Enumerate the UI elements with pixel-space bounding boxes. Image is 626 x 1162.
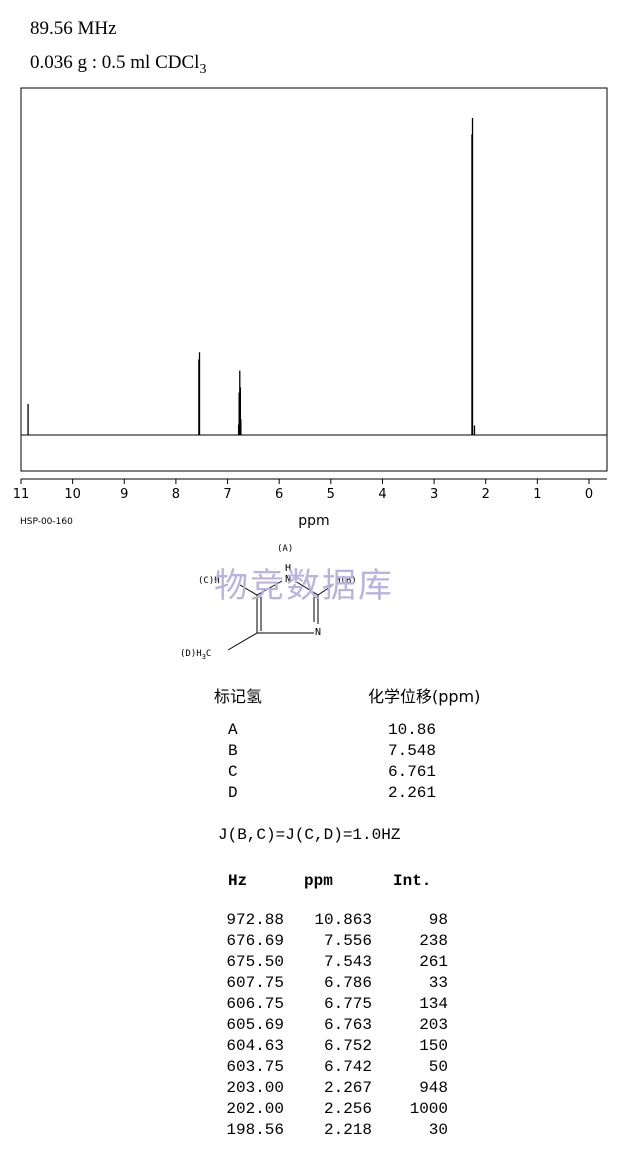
bond-c5-h <box>239 584 258 596</box>
peak-int: 203 <box>419 1016 448 1034</box>
spectrometer-frequency: 89.56 MHz <box>30 18 117 39</box>
peak-hz: 676.69 <box>226 932 284 950</box>
peak-table-header-ppm: ppm <box>304 872 333 890</box>
label-c: (C)H <box>198 576 220 586</box>
peak-ppm: 6.752 <box>323 1037 372 1055</box>
x-tick-label: 9 <box>120 487 128 502</box>
x-tick-label: 1 <box>533 487 541 502</box>
peak-hz: 203.00 <box>226 1079 284 1097</box>
peak-int: 238 <box>419 932 448 950</box>
x-axis-ticks: 11 10 9 8 7 6 5 4 3 2 1 0 <box>13 479 593 502</box>
x-tick-label: 11 <box>13 487 30 502</box>
molecule-structure: (A) H N (C)H H(B) N (D)H3C <box>180 544 357 661</box>
x-tick-label: 8 <box>172 487 180 502</box>
assignment-label: C <box>228 763 238 781</box>
peak-int: 30 <box>428 1121 448 1139</box>
peak-table-row: 606.75 6.775 134 <box>210 995 470 1016</box>
x-tick-label: 10 <box>64 487 81 502</box>
assignment-shift: 7.548 <box>387 742 436 760</box>
sample-text: 0.036 g : 0.5 ml CDCl <box>30 52 200 73</box>
peak-hz: 606.75 <box>226 995 284 1013</box>
peak-int: 1000 <box>409 1100 448 1118</box>
peak-table-row: 198.56 2.218 30 <box>210 1121 470 1142</box>
peak-ppm: 2.218 <box>323 1121 372 1139</box>
peak-int: 150 <box>419 1037 448 1055</box>
nh-nitrogen: N <box>285 574 291 585</box>
x-tick-label: 7 <box>223 487 231 502</box>
assignment-shift: 10.86 <box>387 721 436 739</box>
nmr-spectrum-chart: 11 10 9 8 7 6 5 4 3 2 1 0 ppm <box>13 87 608 529</box>
peak-table-row: 203.00 2.267 948 <box>210 1079 470 1100</box>
peak-ppm: 7.556 <box>323 932 372 950</box>
peak-hz: 198.56 <box>226 1121 284 1139</box>
peak-table-row: 676.69 7.556 238 <box>210 932 470 953</box>
bond-c2-h <box>317 584 334 596</box>
peak-int: 98 <box>428 911 448 929</box>
peak-hz: 607.75 <box>226 974 284 992</box>
assignment-label: A <box>228 721 238 739</box>
nh-hydrogen: H <box>285 563 291 574</box>
label-a: (A) <box>277 544 293 554</box>
assignment-shift: 2.261 <box>387 784 436 802</box>
peak-int: 261 <box>419 953 448 971</box>
peak-hz: 675.50 <box>226 953 284 971</box>
peak-hz: 604.63 <box>226 1037 284 1055</box>
sample-concentration: 0.036 g : 0.5 ml CDCl3 <box>30 52 206 78</box>
sample-subscript: 3 <box>199 61 207 77</box>
x-tick-label: 2 <box>482 487 490 502</box>
peak-ppm: 6.763 <box>323 1016 372 1034</box>
bond-n1-c2 <box>294 580 319 596</box>
peak-int: 50 <box>428 1058 448 1076</box>
plot-frame <box>20 87 608 472</box>
x-axis-label: ppm <box>298 513 329 529</box>
peak-int: 134 <box>419 995 448 1013</box>
peak-table-header-int: Int. <box>393 872 432 890</box>
assignment-label: D <box>228 784 238 802</box>
assignment-label: B <box>228 742 238 760</box>
ring-nitrogen: N <box>315 627 321 638</box>
watermark: 物竞数据库 <box>214 566 394 606</box>
x-tick-label: 4 <box>378 487 386 502</box>
peak-ppm: 7.543 <box>323 953 372 971</box>
assignment-shift: 6.761 <box>387 763 436 781</box>
label-d: (D)H3C <box>180 649 211 661</box>
peak-ppm: 6.786 <box>323 974 372 992</box>
peak-table-row: 603.75 6.742 50 <box>210 1058 470 1079</box>
label-b: H(B) <box>335 576 357 586</box>
x-tick-label: 0 <box>585 487 593 502</box>
x-tick-label: 5 <box>327 487 335 502</box>
peak-hz: 202.00 <box>226 1100 284 1118</box>
peak-layer <box>27 118 476 435</box>
peak-ppm: 2.256 <box>323 1100 372 1118</box>
bond-c4-methyl <box>227 632 258 651</box>
x-tick-label: 6 <box>275 487 283 502</box>
peak-hz: 972.88 <box>226 911 284 929</box>
spectrum-code: HSP-00-160 <box>20 517 73 527</box>
assignment-header-label: 标记氢 <box>214 687 263 706</box>
peak-ppm: 10.863 <box>314 911 372 929</box>
coupling-constant: J(B,C)=J(C,D)=1.0HZ <box>218 826 401 844</box>
peak-table-row: 605.69 6.763 203 <box>210 1016 470 1037</box>
assignment-header-shift: 化学位移(ppm) <box>368 687 481 706</box>
peak-table-header-hz: Hz <box>228 872 248 890</box>
bond-n1-c5 <box>256 580 283 596</box>
peak-table-row: 972.88 10.863 98 <box>210 911 470 932</box>
peak-ppm: 6.775 <box>323 995 372 1013</box>
peak-table-row: 604.63 6.752 150 <box>210 1037 470 1058</box>
peak-hz: 605.69 <box>226 1016 284 1034</box>
peak-int: 33 <box>428 974 448 992</box>
peak-table-row: 202.00 2.256 1000 <box>210 1100 470 1121</box>
peak-ppm: 6.742 <box>323 1058 372 1076</box>
peak-int: 948 <box>419 1079 448 1097</box>
peak-table-row: 607.75 6.786 33 <box>210 974 470 995</box>
peak-ppm: 2.267 <box>323 1079 372 1097</box>
peak-table-row: 675.50 7.543 261 <box>210 953 470 974</box>
peak-hz: 603.75 <box>226 1058 284 1076</box>
x-tick-label: 3 <box>430 487 438 502</box>
